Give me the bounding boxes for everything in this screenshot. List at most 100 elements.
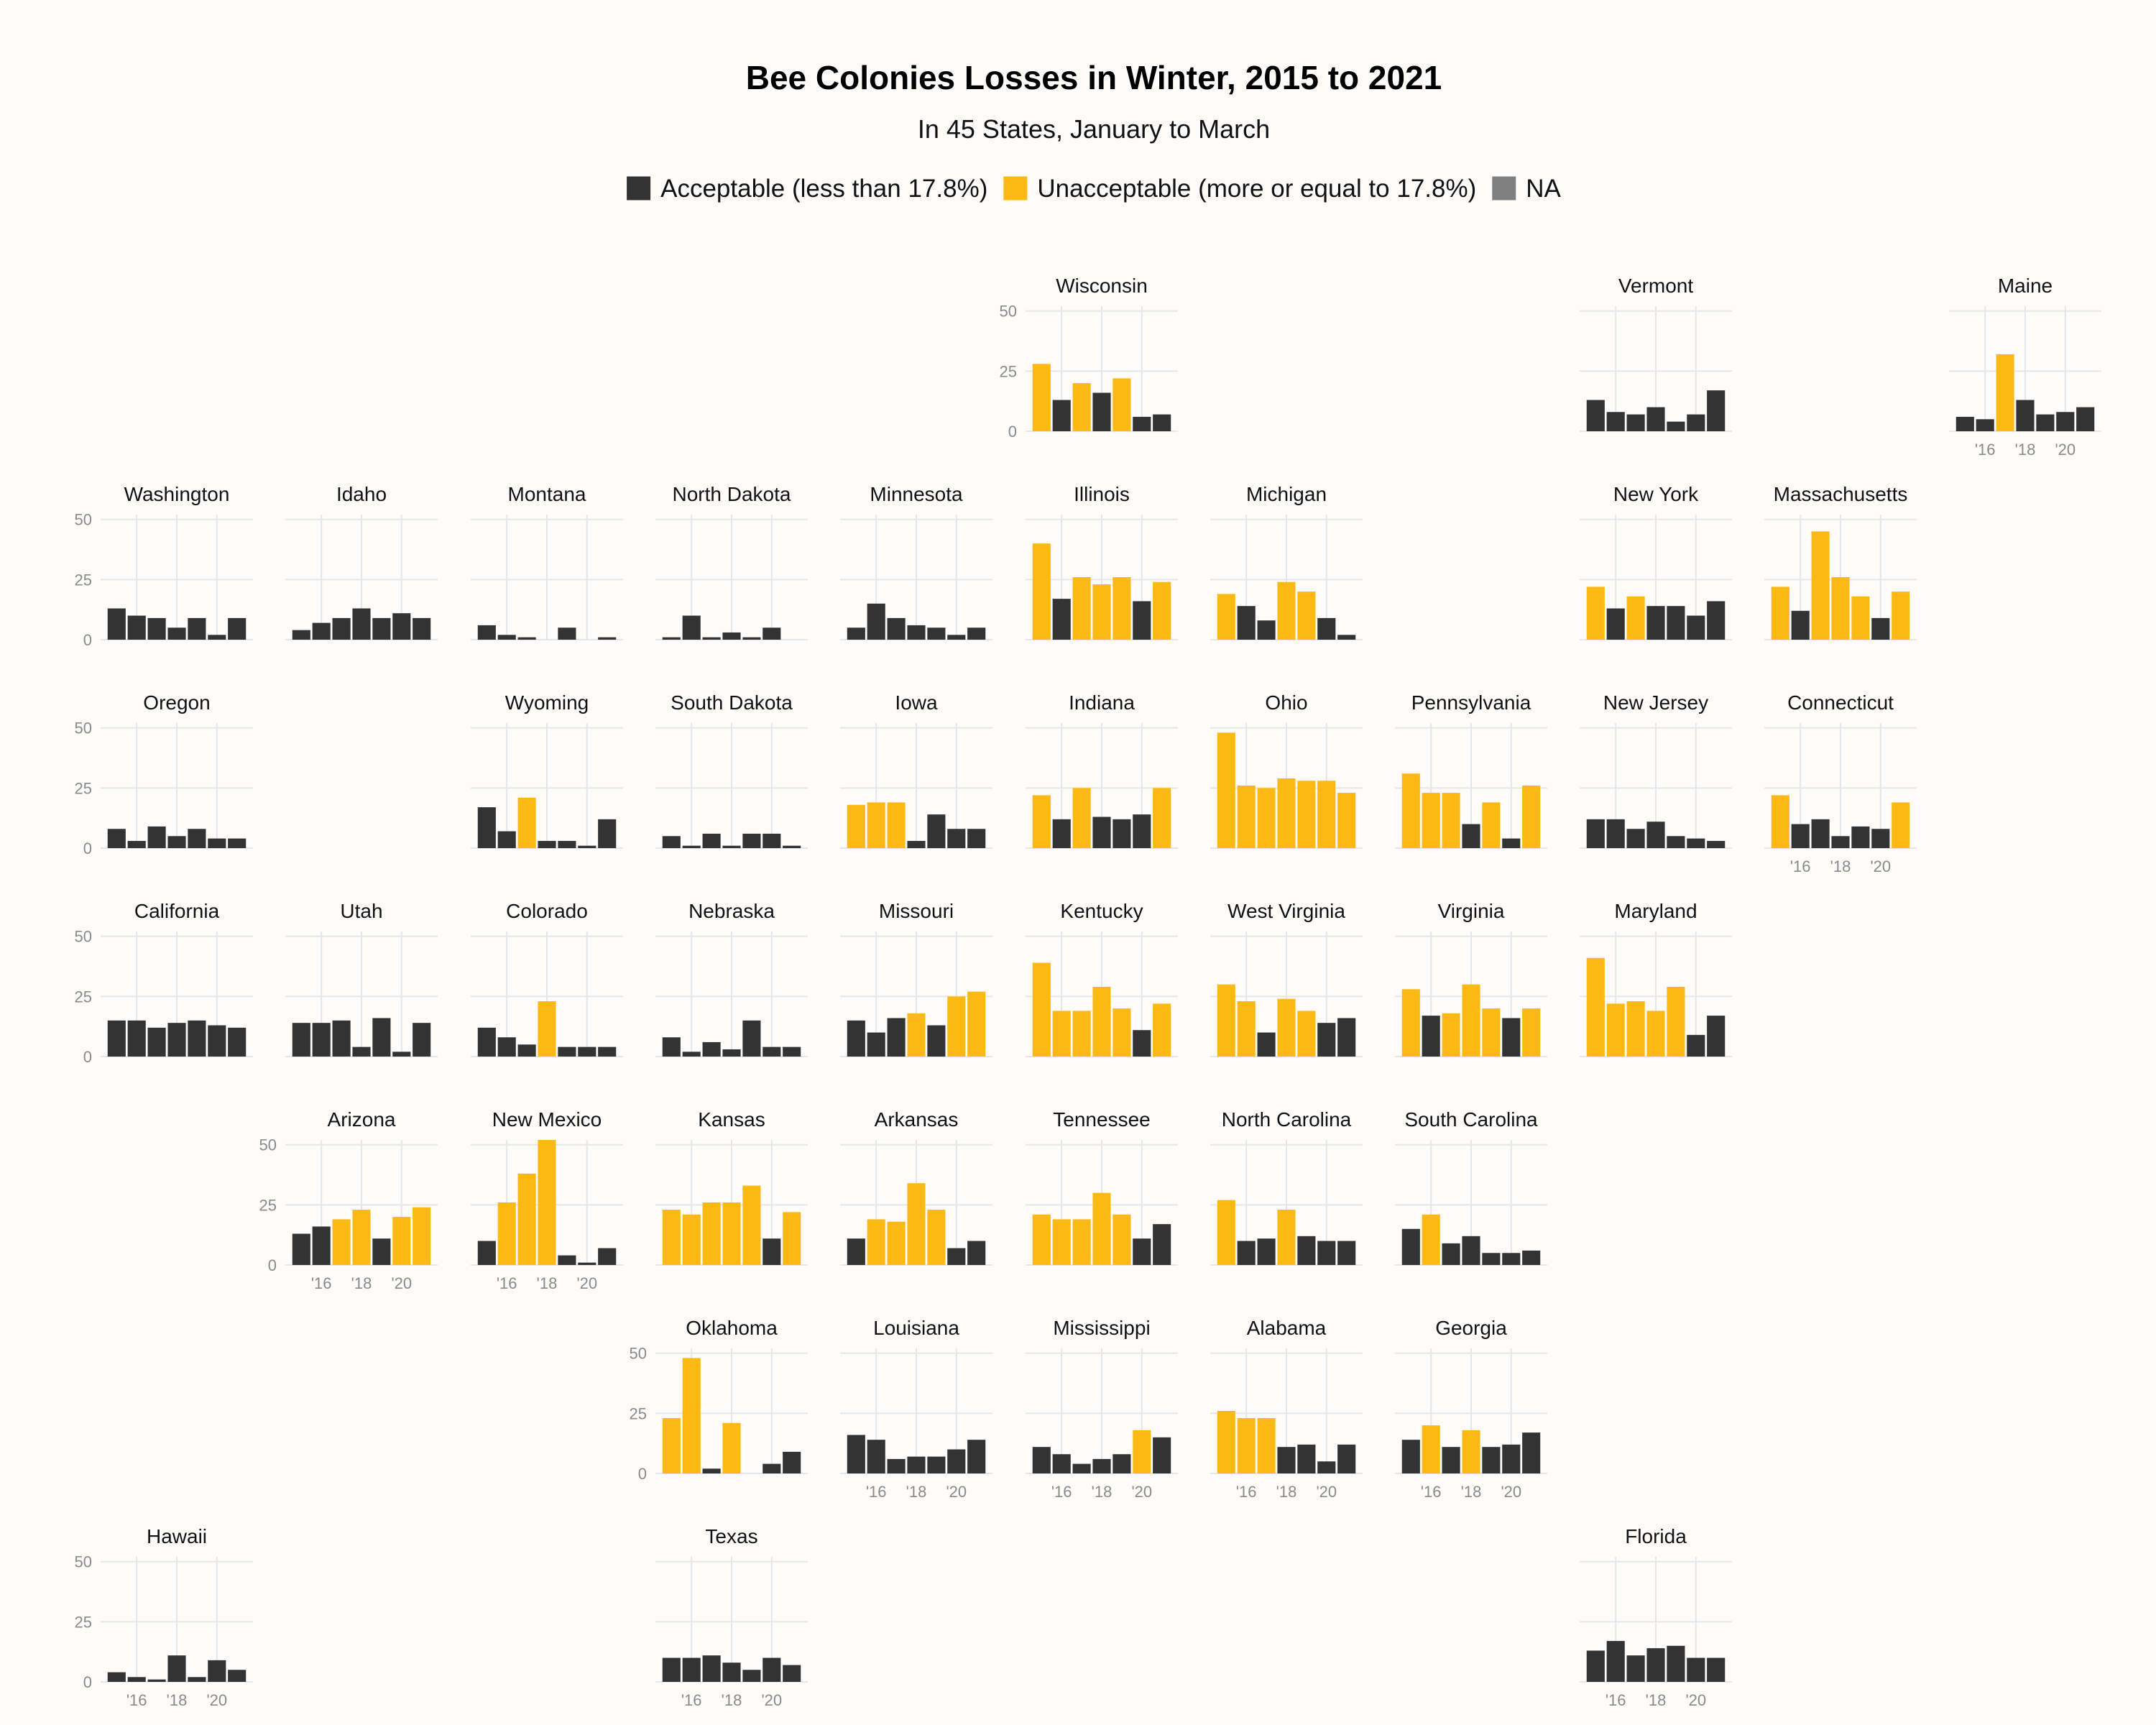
bar (208, 1660, 226, 1682)
facet-iowa: Iowa (840, 691, 992, 849)
bar (1831, 577, 1850, 640)
bar (558, 840, 576, 848)
bar (947, 635, 966, 640)
facet-massachusetts: Massachusetts (1764, 483, 1917, 640)
bar (702, 1041, 721, 1057)
bar (1337, 793, 1356, 848)
bar (167, 627, 186, 640)
bar (742, 1185, 761, 1265)
bar (1092, 1458, 1111, 1473)
facet-title: Maine (1998, 275, 2053, 297)
x-tick-label: '20 (1501, 1483, 1521, 1501)
facet-hawaii: Hawaii 0 25 50 '16 '18 '20 (75, 1525, 253, 1709)
bar (517, 797, 536, 848)
facet-title: Tennessee (1053, 1108, 1150, 1131)
bar (1482, 1253, 1501, 1265)
facet-montana: Montana (471, 483, 623, 640)
facet-title: New Jersey (1603, 691, 1708, 714)
bar (722, 1049, 741, 1057)
bar (1996, 354, 2014, 431)
bar (1112, 819, 1131, 848)
bar (1052, 1219, 1071, 1265)
facet-title: Oregon (143, 691, 210, 714)
legend-item: Unacceptable (more or equal to 17.8%) (1003, 175, 1476, 203)
bar (1442, 793, 1460, 848)
bar (1871, 617, 1890, 640)
bar (127, 840, 146, 848)
bar (1277, 581, 1296, 640)
bar (1667, 836, 1685, 848)
facet-pennsylvania: Pennsylvania (1395, 691, 1547, 849)
x-tick-label: '16 (1606, 1691, 1626, 1709)
bar (127, 1677, 146, 1682)
facet-michigan: Michigan (1210, 483, 1363, 640)
bar (1297, 1444, 1316, 1473)
facet-ohio: Ohio (1210, 691, 1363, 849)
bar (1892, 592, 1910, 640)
bar (477, 1027, 496, 1057)
facet-south-carolina: South Carolina (1395, 1108, 1547, 1266)
facet-title: Montana (508, 483, 586, 505)
facet-title: Pennsylvania (1411, 691, 1531, 714)
x-tick-label: '18 (351, 1274, 372, 1292)
legend-label: NA (1526, 175, 1561, 203)
facet-nebraska: Nebraska (655, 900, 808, 1057)
bar (228, 1670, 247, 1682)
facet-title: North Carolina (1222, 1108, 1352, 1131)
bar (1791, 824, 1810, 848)
facet-louisiana: Louisiana '16 '18 '20 (840, 1317, 992, 1501)
bar (847, 1435, 865, 1473)
bar (497, 831, 516, 848)
x-tick-label: '20 (946, 1483, 967, 1501)
facet-california: California 0 25 50 (75, 900, 253, 1066)
bar (1337, 1241, 1356, 1265)
bar (477, 625, 496, 640)
bar (1297, 781, 1316, 848)
bar (1297, 592, 1316, 640)
x-tick-label: '20 (1316, 1483, 1337, 1501)
bar (1606, 412, 1625, 431)
bar (1112, 1454, 1131, 1473)
bar (867, 603, 885, 640)
bar (1401, 1228, 1420, 1265)
facet-kentucky: Kentucky (1026, 900, 1178, 1057)
bar (1237, 1001, 1256, 1057)
bar (1522, 1432, 1541, 1473)
bar (722, 632, 741, 640)
bar (1422, 1016, 1440, 1057)
bar (1462, 984, 1480, 1057)
facet-connecticut: Connecticut '16 '18 '20 (1764, 691, 1917, 875)
bar (558, 1255, 576, 1265)
x-tick-label: '16 (1975, 441, 1996, 459)
bar (188, 1020, 206, 1057)
y-tick-label: 25 (75, 571, 92, 589)
x-tick-label: '16 (126, 1691, 147, 1709)
bar (1462, 824, 1480, 848)
bar (1442, 1243, 1460, 1265)
bar (927, 814, 946, 848)
bar (1976, 419, 1994, 431)
bar (967, 829, 986, 848)
bar (662, 637, 681, 640)
facet-title: Kansas (698, 1108, 765, 1131)
bar (107, 1020, 126, 1057)
legend-item: NA (1492, 175, 1562, 203)
bar (947, 1449, 966, 1473)
bar (167, 836, 186, 848)
bar (1072, 1463, 1091, 1473)
bar (742, 1670, 761, 1682)
bar (1217, 1200, 1235, 1265)
bar (1237, 1241, 1256, 1265)
facet-title: Nebraska (688, 900, 775, 922)
y-tick-label: 25 (630, 1404, 647, 1422)
bar (228, 838, 247, 848)
bar (947, 1248, 966, 1265)
x-tick-label: '18 (1646, 1691, 1667, 1709)
bar (1482, 802, 1501, 848)
bar (127, 615, 146, 640)
facet-title: Missouri (879, 900, 954, 922)
bar (1667, 606, 1685, 640)
bar (1072, 1219, 1091, 1265)
bar (1522, 786, 1541, 848)
x-tick-label: '18 (906, 1483, 927, 1501)
